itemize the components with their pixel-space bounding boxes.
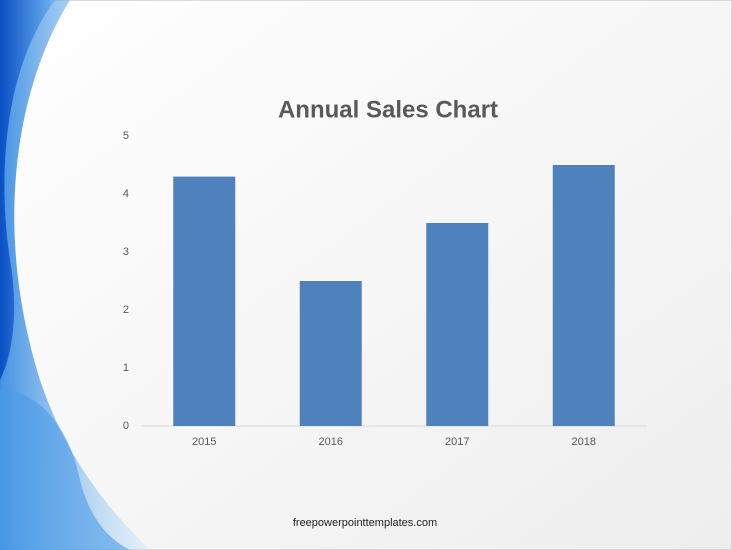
- chart-title: Annual Sales Chart: [278, 96, 498, 123]
- y-tick-label: 4: [123, 188, 129, 200]
- x-tick-label: 2016: [319, 436, 343, 448]
- decor-swirl: [0, 390, 130, 550]
- x-tick-label: 2018: [572, 436, 596, 448]
- y-tick-label: 2: [123, 304, 129, 316]
- decor-swirl: [0, 0, 55, 380]
- y-tick-label: 1: [123, 362, 129, 374]
- x-tick-label: 2017: [445, 436, 469, 448]
- x-tick-label: 2015: [192, 436, 216, 448]
- bar: [299, 281, 362, 426]
- y-tick-label: 0: [123, 420, 129, 432]
- bar: [426, 223, 489, 426]
- y-tick-label: 3: [123, 246, 129, 258]
- y-tick-label: 5: [123, 130, 129, 142]
- footer: freepowerpointtemplates.com: [293, 517, 437, 529]
- bar: [173, 176, 236, 426]
- bar: [552, 165, 615, 426]
